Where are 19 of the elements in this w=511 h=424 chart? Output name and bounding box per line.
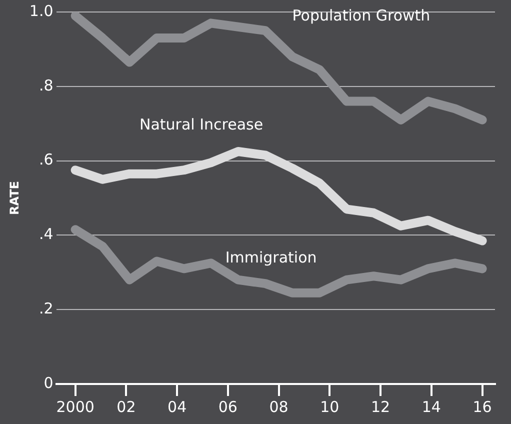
x-tick-label: 06 bbox=[218, 398, 238, 416]
y-tick-label: .6 bbox=[38, 150, 54, 169]
series-label: Natural Increase bbox=[140, 116, 264, 134]
y-axis-title: RATE bbox=[7, 181, 22, 215]
x-tick-label: 10 bbox=[320, 398, 340, 416]
series-label: Immigration bbox=[225, 248, 317, 266]
series-label: Population Growth bbox=[292, 6, 430, 25]
x-tick-label: 2000 bbox=[56, 398, 94, 416]
x-tick-label: 12 bbox=[371, 398, 390, 416]
y-tick-label: .2 bbox=[38, 299, 54, 318]
y-tick-label: 1.0 bbox=[29, 2, 54, 20]
x-tick-label: 16 bbox=[472, 398, 492, 416]
x-tick-label: 14 bbox=[422, 398, 441, 416]
y-tick-label: .8 bbox=[38, 76, 54, 94]
x-tick-label: 08 bbox=[269, 398, 288, 416]
y-tick-label: 0 bbox=[44, 374, 54, 392]
x-tick-label: 02 bbox=[116, 398, 136, 416]
x-tick-label: 04 bbox=[168, 398, 187, 416]
y-tick-label: .4 bbox=[38, 225, 54, 244]
